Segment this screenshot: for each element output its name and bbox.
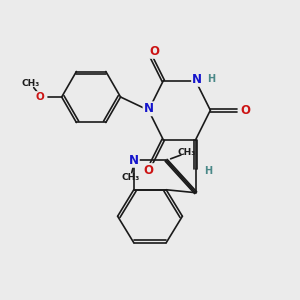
Text: CH₃: CH₃: [122, 173, 140, 182]
Text: H: H: [204, 166, 212, 176]
Text: N: N: [143, 102, 154, 115]
Text: H: H: [207, 74, 215, 84]
Text: O: O: [241, 104, 251, 117]
Text: CH₃: CH₃: [22, 79, 40, 88]
Text: CH₃: CH₃: [178, 148, 196, 158]
Text: N: N: [192, 73, 202, 86]
Text: O: O: [143, 164, 154, 177]
Text: O: O: [36, 92, 44, 102]
Text: N: N: [129, 154, 139, 167]
Text: O: O: [149, 45, 159, 58]
